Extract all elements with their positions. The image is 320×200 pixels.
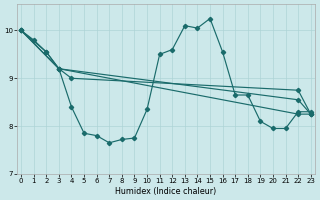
X-axis label: Humidex (Indice chaleur): Humidex (Indice chaleur) [115,187,217,196]
